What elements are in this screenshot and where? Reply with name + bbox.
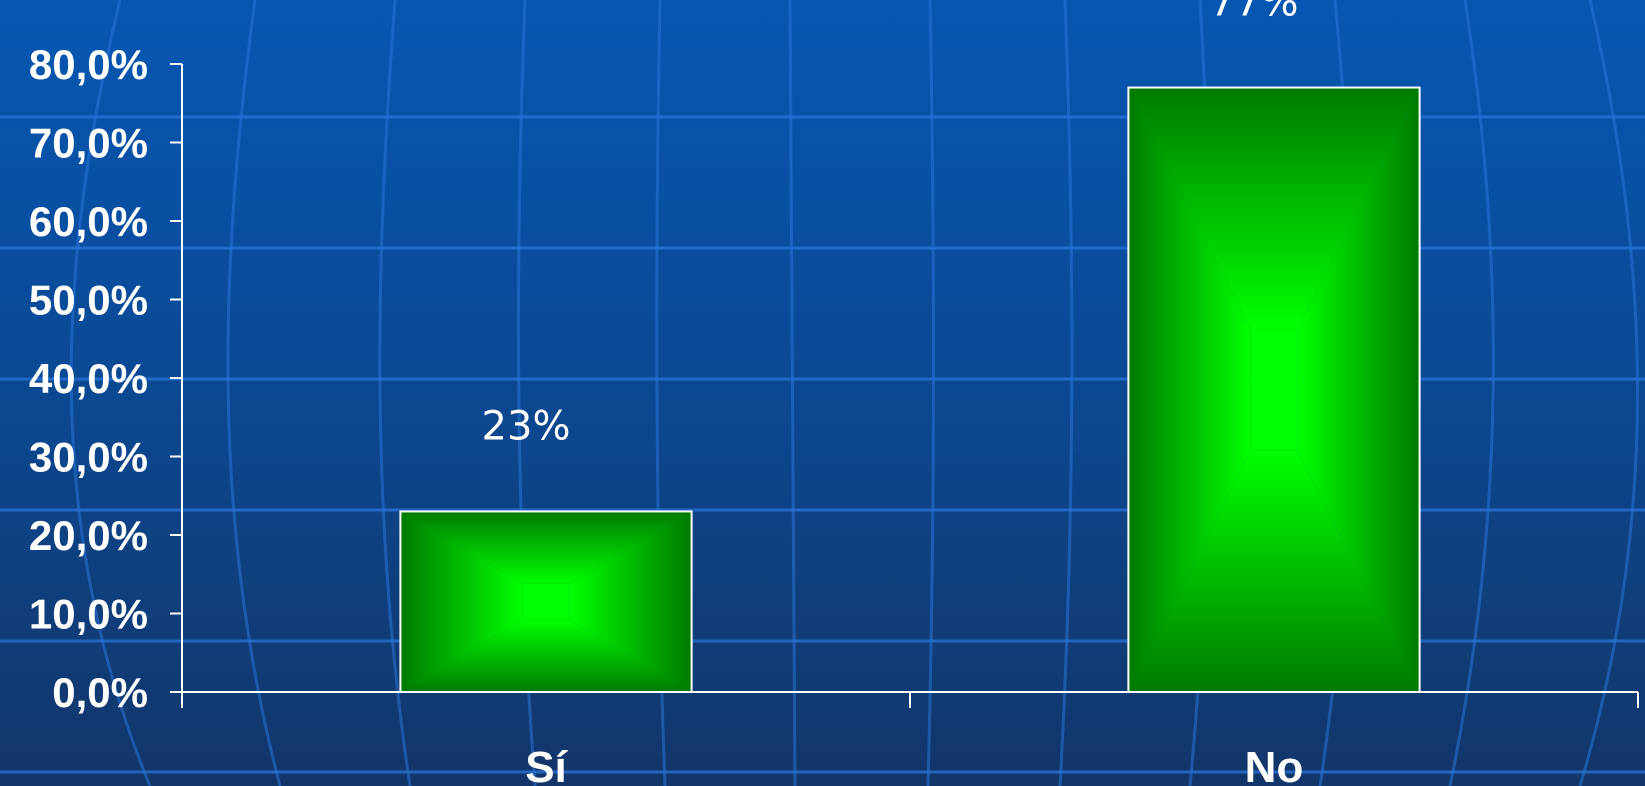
labels: 0,0% 10,0% 20,0% 30,0% 40,0% 50,0% 60,0% 70,0% 8… bbox=[29, 0, 1303, 786]
y-tick-label: 60,0% bbox=[29, 198, 148, 245]
bar-face-bottom bbox=[400, 619, 692, 692]
bar-face-bottom bbox=[1128, 450, 1420, 692]
y-tick-label: 30,0% bbox=[29, 434, 148, 481]
bar-face-center bbox=[1250, 329, 1298, 451]
background-meridian-line bbox=[69, 0, 152, 786]
bar-face-left bbox=[1128, 87, 1251, 693]
background-meridian-line bbox=[1448, 0, 1495, 786]
bar-face-center bbox=[522, 583, 570, 620]
x-category-label: No bbox=[1245, 743, 1304, 786]
bar-1 bbox=[399, 510, 693, 694]
bar-data-label: 23% bbox=[482, 403, 571, 449]
bar-outline bbox=[1127, 86, 1421, 694]
background-meridian-line bbox=[226, 0, 282, 786]
y-tick-label: 80,0% bbox=[29, 41, 148, 88]
y-tick-label: 0,0% bbox=[52, 669, 148, 716]
y-tick-label: 40,0% bbox=[29, 355, 148, 402]
bar-face-right bbox=[569, 511, 692, 692]
bar-face-left bbox=[400, 511, 523, 692]
bar-face-top bbox=[400, 511, 692, 584]
background-meridian-line bbox=[788, 0, 797, 786]
x-category-label: Sí bbox=[525, 743, 568, 786]
y-tick-label: 10,0% bbox=[29, 591, 148, 638]
background-meridian-line bbox=[1058, 0, 1074, 786]
background-meridian-line bbox=[1578, 0, 1639, 786]
bar-face-right bbox=[1297, 87, 1420, 693]
background-meridian-line bbox=[378, 0, 412, 786]
y-tick-label: 20,0% bbox=[29, 512, 148, 559]
y-tick-label: 70,0% bbox=[29, 120, 148, 167]
y-tick-label: 50,0% bbox=[29, 277, 148, 324]
bars bbox=[399, 86, 1421, 694]
bar-outline bbox=[399, 510, 693, 694]
bar-data-label: 77% bbox=[1210, 0, 1299, 26]
bar-2 bbox=[1127, 86, 1421, 694]
bar-face-top bbox=[1128, 87, 1420, 330]
background-meridian-line bbox=[926, 0, 936, 786]
